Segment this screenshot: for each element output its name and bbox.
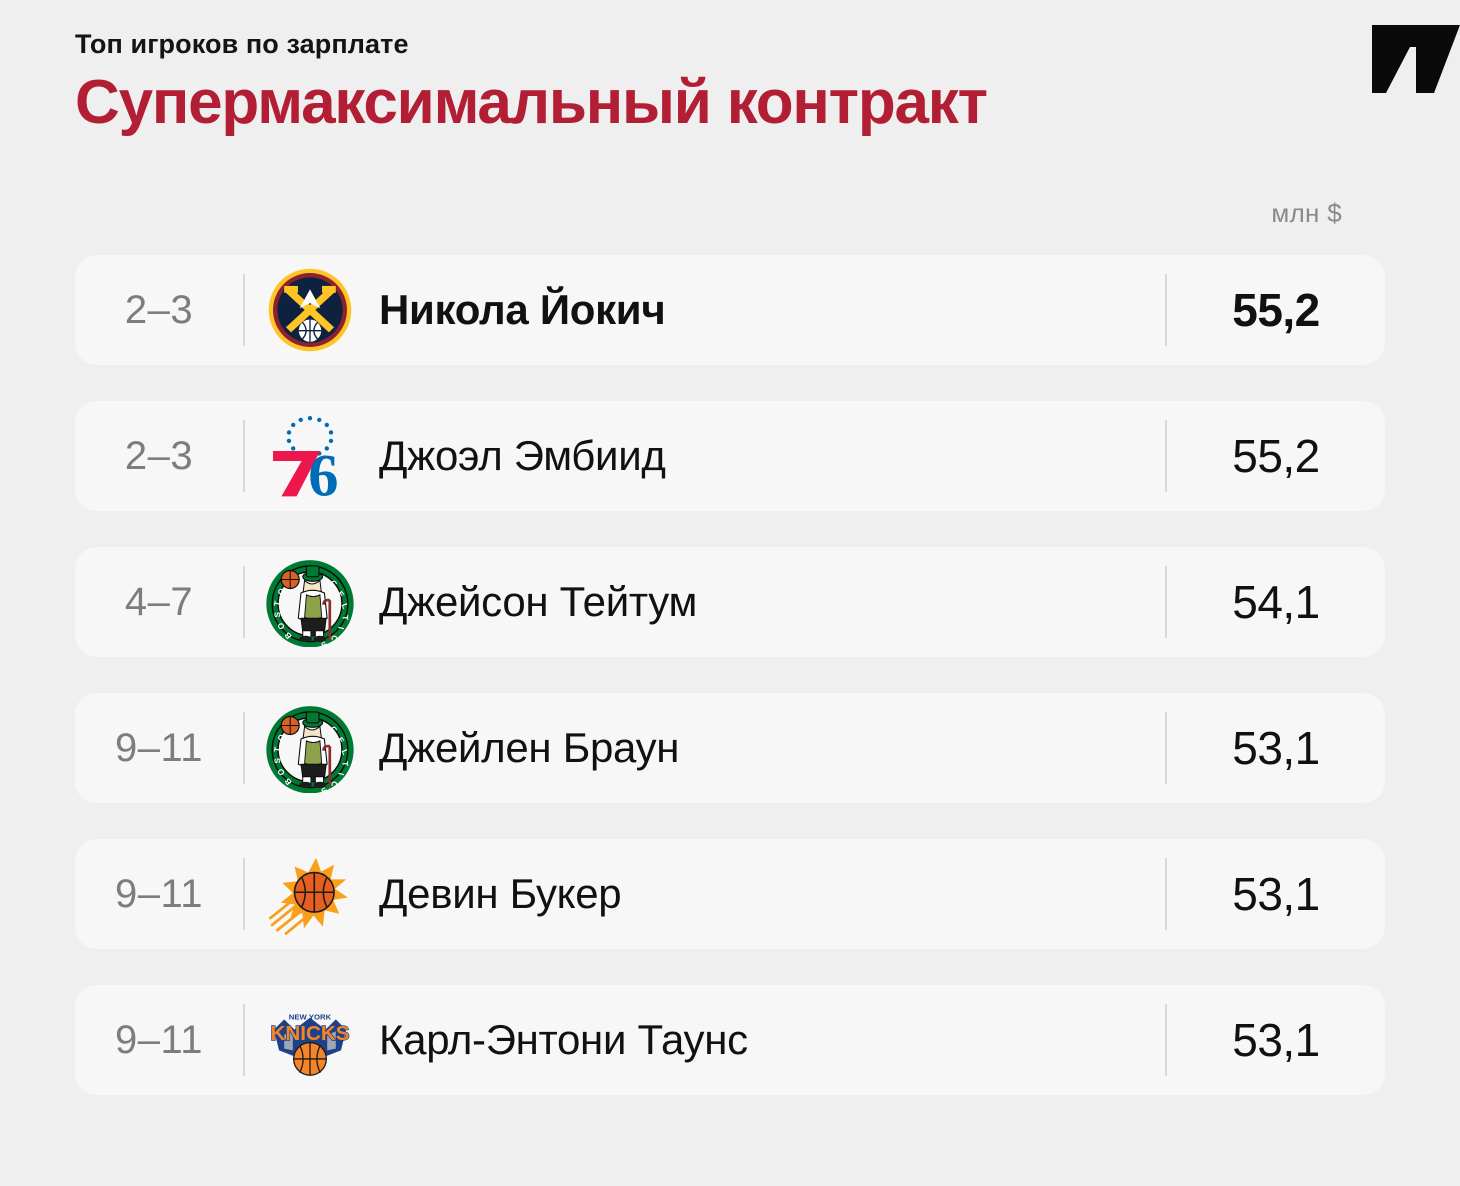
row-rank: 9–11: [114, 871, 203, 916]
row-divider-left: [243, 274, 245, 346]
svg-text:O: O: [276, 767, 287, 776]
svg-text:T: T: [340, 615, 349, 621]
svg-text:E: E: [335, 736, 346, 746]
player-name: Карл-Энтони Таунс: [379, 1016, 748, 1063]
svg-text:L: L: [340, 602, 350, 610]
svg-text:S: S: [319, 639, 330, 647]
svg-text:NEW YORK: NEW YORK: [289, 1012, 332, 1021]
row-rank: 2–3: [124, 433, 194, 478]
svg-text:O: O: [276, 733, 287, 743]
new-york-knicks-logo-icon: NEW YORK KNICKS: [245, 990, 375, 1090]
boston-celtics-logo-icon: C E L T I C S B O S T O N: [245, 698, 375, 798]
row-divider-left: [243, 566, 245, 638]
row-rank: 9–11: [114, 725, 203, 770]
svg-text:S: S: [319, 785, 330, 793]
table-row[interactable]: 9–11 NEW YORK KNICKS: [75, 985, 1385, 1095]
player-name: Девин Букер: [379, 870, 622, 917]
svg-text:O: O: [276, 621, 287, 630]
player-name: Никола Йокич: [379, 286, 666, 333]
svg-text:S: S: [273, 757, 282, 764]
row-divider-left: [243, 858, 245, 930]
row-divider-right: [1165, 566, 1167, 638]
svg-text:C: C: [329, 633, 340, 643]
svg-text:C: C: [329, 779, 340, 789]
phoenix-suns-logo-icon: [245, 844, 375, 944]
svg-text:S: S: [273, 611, 282, 618]
svg-text:KNICKS: KNICKS: [270, 1022, 349, 1045]
table-row[interactable]: 4–7 C E L T I C S B O: [75, 547, 1385, 657]
salary-value: 53,1: [1232, 722, 1320, 774]
denver-nuggets-logo-icon: [245, 260, 375, 360]
row-rank: 2–3: [124, 287, 194, 332]
row-divider-right: [1165, 420, 1167, 492]
boston-celtics-logo-icon: C E L T I C S B O S T O N: [245, 552, 375, 652]
row-divider-left: [243, 1004, 245, 1076]
table-row[interactable]: 9–11: [75, 839, 1385, 949]
salary-value: 53,1: [1232, 868, 1320, 920]
player-name: Джоэл Эмбиид: [379, 432, 666, 479]
units-label: млн $: [1271, 198, 1342, 228]
svg-text:O: O: [276, 587, 287, 597]
table-row[interactable]: 2–3 6 Джоэл Эмбиид: [75, 401, 1385, 511]
row-divider-right: [1165, 858, 1167, 930]
row-rank: 4–7: [124, 579, 194, 624]
table-row[interactable]: 9–11 C E L T I C S B O: [75, 693, 1385, 803]
header: Топ игроков по зарплате Супермаксимальны…: [75, 29, 1385, 137]
svg-text:E: E: [335, 590, 346, 600]
row-divider-right: [1165, 1004, 1167, 1076]
row-divider-left: [243, 712, 245, 784]
svg-text:L: L: [340, 748, 350, 756]
svg-text:B: B: [283, 776, 294, 786]
player-name: Джейсон Тейтум: [379, 578, 698, 625]
svg-text:B: B: [283, 630, 294, 640]
svg-text:6: 6: [308, 442, 338, 498]
svg-text:C: C: [329, 578, 339, 589]
kicker-text: Топ игроков по зарплате: [75, 29, 409, 59]
w-brand-logo-icon: [1372, 25, 1460, 93]
row-divider-left: [243, 420, 245, 492]
salary-value: 55,2: [1232, 284, 1320, 336]
svg-text:T: T: [340, 761, 349, 767]
svg-text:C: C: [329, 724, 339, 735]
page-title: Супермаксимальный контракт: [75, 67, 988, 137]
row-divider-right: [1165, 712, 1167, 784]
row-rank: 9–11: [114, 1017, 203, 1062]
table-row[interactable]: 2–3: [75, 255, 1385, 365]
svg-text:T: T: [273, 746, 283, 752]
salary-value: 54,1: [1232, 576, 1320, 628]
players-table: 2–3: [75, 255, 1385, 1095]
svg-text:I: I: [336, 772, 345, 776]
svg-text:I: I: [336, 626, 345, 630]
svg-text:T: T: [273, 600, 283, 606]
philadelphia-76ers-logo-icon: 6: [245, 406, 375, 506]
salary-value: 55,2: [1232, 430, 1320, 482]
row-divider-right: [1165, 274, 1167, 346]
salary-value: 53,1: [1232, 1014, 1320, 1066]
player-name: Джейлен Браун: [379, 724, 680, 771]
